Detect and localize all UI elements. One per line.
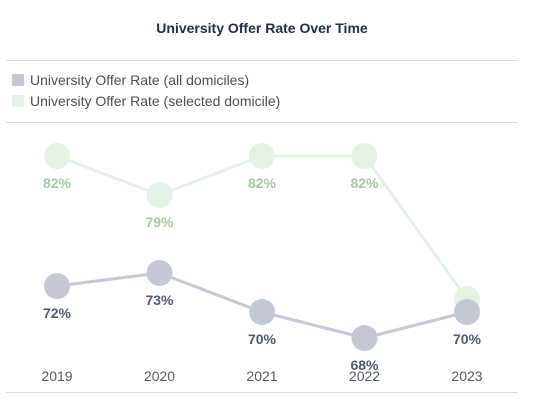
data-point-all-domiciles (44, 273, 70, 299)
legend-label-selected-domicile: University Offer Rate (selected domicile… (30, 92, 281, 109)
data-point-selected-domicile (351, 143, 378, 169)
data-label-selected-domicile: 82% (248, 175, 277, 191)
data-point-selected-domicile (44, 143, 70, 169)
data-point-selected-domicile (249, 143, 275, 169)
legend-label-all-domiciles: University Offer Rate (all domiciles) (30, 71, 250, 88)
x-tick-label: 2022 (349, 368, 380, 384)
legend: University Offer Rate (all domiciles) Un… (12, 69, 280, 111)
data-point-selected-domicile (146, 182, 173, 208)
data-label-selected-domicile: 82% (43, 175, 72, 191)
data-label-all-domiciles: 72% (43, 305, 72, 321)
chart-title: University Offer Rate Over Time (156, 20, 368, 36)
legend-item-selected-domicile[interactable]: University Offer Rate (selected domicile… (12, 90, 280, 111)
title-divider (6, 60, 518, 61)
legend-swatch-selected-domicile (12, 94, 24, 107)
legend-swatch-all-domiciles (12, 73, 24, 86)
data-label-all-domiciles: 68% (350, 357, 379, 373)
legend-divider (6, 122, 518, 123)
data-point-all-domiciles (351, 325, 378, 351)
data-label-all-domiciles: 73% (145, 292, 174, 308)
data-label-all-domiciles: 70% (453, 331, 482, 347)
x-tick-label: 2019 (41, 368, 72, 384)
data-label-selected-domicile: 79% (145, 214, 174, 230)
data-point-all-domiciles (249, 299, 275, 325)
x-tick-label: 2023 (451, 368, 482, 384)
data-point-all-domiciles (146, 260, 173, 286)
x-axis-line (6, 392, 518, 393)
data-label-selected-domicile: 82% (350, 175, 379, 191)
x-tick-label: 2021 (246, 368, 277, 384)
legend-item-all-domiciles[interactable]: University Offer Rate (all domiciles) (12, 69, 280, 90)
data-point-all-domiciles (454, 299, 480, 325)
data-label-all-domiciles: 70% (248, 331, 277, 347)
x-tick-label: 2020 (144, 368, 175, 384)
